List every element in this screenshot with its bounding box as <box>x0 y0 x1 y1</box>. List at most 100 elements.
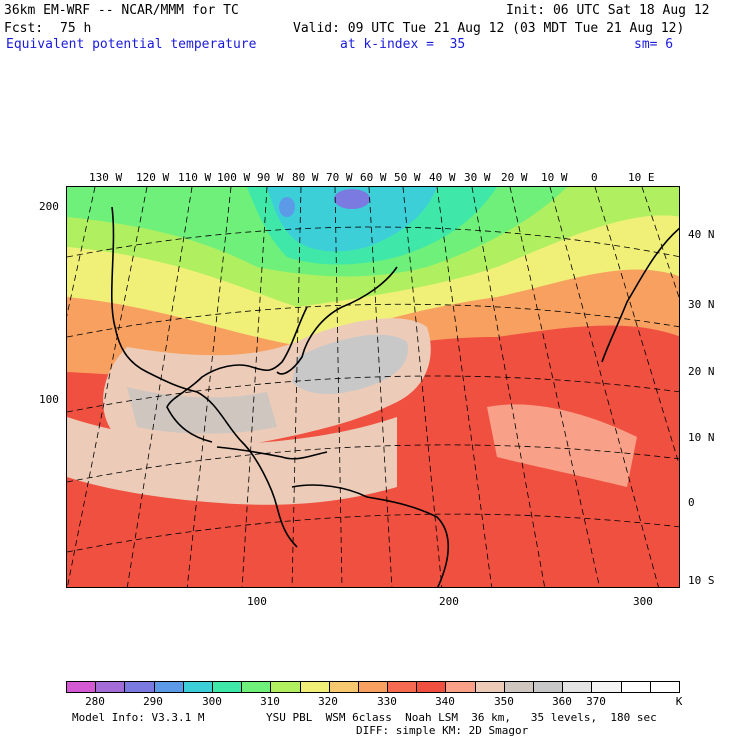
color-swatch <box>563 682 593 692</box>
scale-unit: K <box>675 695 683 708</box>
color-swatch <box>446 682 476 692</box>
model-title: 36km EM-WRF -- NCAR/MMM for TC <box>4 3 239 18</box>
forecast-hours: 75 h <box>60 21 92 36</box>
model-info: Model Info: V3.3.1 M <box>72 711 205 724</box>
grid-x-label: 300 <box>633 595 653 608</box>
color-swatch <box>417 682 447 692</box>
grid-y-label: 100 <box>39 393 59 406</box>
field-name: Equivalent potential temperature <box>6 37 257 52</box>
field-beige-band-south <box>67 417 397 505</box>
field-cyan-region <box>267 187 437 252</box>
meridian-line <box>436 187 493 587</box>
lon-label: 120 W <box>136 171 170 184</box>
field-gray-band-gulf <box>127 387 277 434</box>
coastline-iberia-africa <box>601 227 679 363</box>
field-purple-spot <box>334 189 370 209</box>
color-swatch <box>125 682 155 692</box>
color-swatch <box>67 682 97 692</box>
lat-label: 30 N <box>688 298 715 311</box>
grid-y-label: 200 <box>39 200 59 213</box>
color-swatch <box>329 682 359 692</box>
coastline-cuba <box>216 446 328 460</box>
lon-label: 10 W <box>541 171 568 184</box>
meridian-line <box>641 187 679 299</box>
scale-label: 320 <box>318 695 338 708</box>
color-swatch <box>592 682 622 692</box>
scale-label: 280 <box>85 695 105 708</box>
lat-label: 10 N <box>688 431 715 444</box>
lon-label: 110 W <box>178 171 212 184</box>
lat-label: 10 S <box>688 574 715 587</box>
scale-label: 360 <box>552 695 572 708</box>
diffusion-options: DIFF: simple KM: 2D Smagor <box>356 724 529 737</box>
scale-label: 300 <box>202 695 222 708</box>
lon-label: 90 W <box>257 171 284 184</box>
color-swatch <box>271 682 301 692</box>
forecast-label: Fcst: <box>4 21 44 36</box>
physics-options: YSU PBL WSM 6class Noah LSM 36 km, 35 le… <box>266 711 657 724</box>
color-swatch <box>242 682 272 692</box>
lon-label: 40 W <box>429 171 456 184</box>
meridian-line <box>594 187 679 466</box>
color-scale <box>66 681 680 693</box>
coastline-south-america <box>291 484 450 587</box>
valid-time: Valid: 09 UTC Tue 21 Aug 12 (03 MDT Tue … <box>293 21 685 36</box>
meridian-line <box>368 187 393 587</box>
graticule <box>67 187 679 587</box>
scale-label: 290 <box>143 695 163 708</box>
scale-label: 350 <box>494 695 514 708</box>
meridian-line <box>334 187 343 587</box>
color-swatch <box>534 682 564 692</box>
lon-label: 50 W <box>394 171 421 184</box>
meridian-line <box>402 187 443 587</box>
lat-label: 0 <box>688 496 695 509</box>
lon-label: 10 E <box>628 171 655 184</box>
scale-label: 310 <box>260 695 280 708</box>
meridian-line <box>126 187 193 587</box>
parallel-line <box>67 226 679 258</box>
coastline-gulf-of-mexico <box>166 306 308 443</box>
color-swatch <box>388 682 418 692</box>
lon-label: 60 W <box>360 171 387 184</box>
parallel-line <box>67 375 679 413</box>
color-swatch <box>475 682 505 692</box>
color-swatch <box>650 682 679 692</box>
lon-label: 100 W <box>217 171 251 184</box>
color-swatch <box>96 682 126 692</box>
vertical-level: at k-index = 35 <box>340 37 466 52</box>
color-swatch <box>154 682 184 692</box>
grid-x-label: 200 <box>439 595 459 608</box>
meridian-line <box>67 187 148 587</box>
meridian-line <box>471 187 546 587</box>
lon-label: 80 W <box>292 171 319 184</box>
meridian-line <box>186 187 232 587</box>
coastlines <box>110 206 679 587</box>
lon-label: 70 W <box>326 171 353 184</box>
lon-label: 0 <box>591 171 598 184</box>
parallel-line <box>67 513 679 553</box>
parallel-line <box>67 444 679 483</box>
lon-label: 30 W <box>464 171 491 184</box>
field-blue-spot <box>279 197 295 217</box>
lon-label: 20 W <box>501 171 528 184</box>
field-gray-region <box>292 334 408 394</box>
grid-x-label: 100 <box>247 595 267 608</box>
color-swatch <box>300 682 330 692</box>
color-swatch <box>358 682 389 692</box>
color-swatch <box>212 682 243 692</box>
theta-e-map <box>66 186 680 588</box>
scale-label: 330 <box>377 695 397 708</box>
smoothing-value: sm= 6 <box>634 37 674 52</box>
coastline-us-east <box>276 266 398 375</box>
lat-label: 20 N <box>688 365 715 378</box>
lon-label: 130 W <box>89 171 123 184</box>
meridian-line <box>291 187 302 587</box>
meridian-line <box>241 187 268 587</box>
lat-label: 40 N <box>688 228 715 241</box>
meridian-line <box>509 187 600 587</box>
scale-label: 370 <box>586 695 606 708</box>
color-swatch <box>183 682 213 692</box>
color-swatch <box>504 682 534 692</box>
parallel-line <box>67 303 679 338</box>
coastline-north-america-west <box>110 206 298 548</box>
